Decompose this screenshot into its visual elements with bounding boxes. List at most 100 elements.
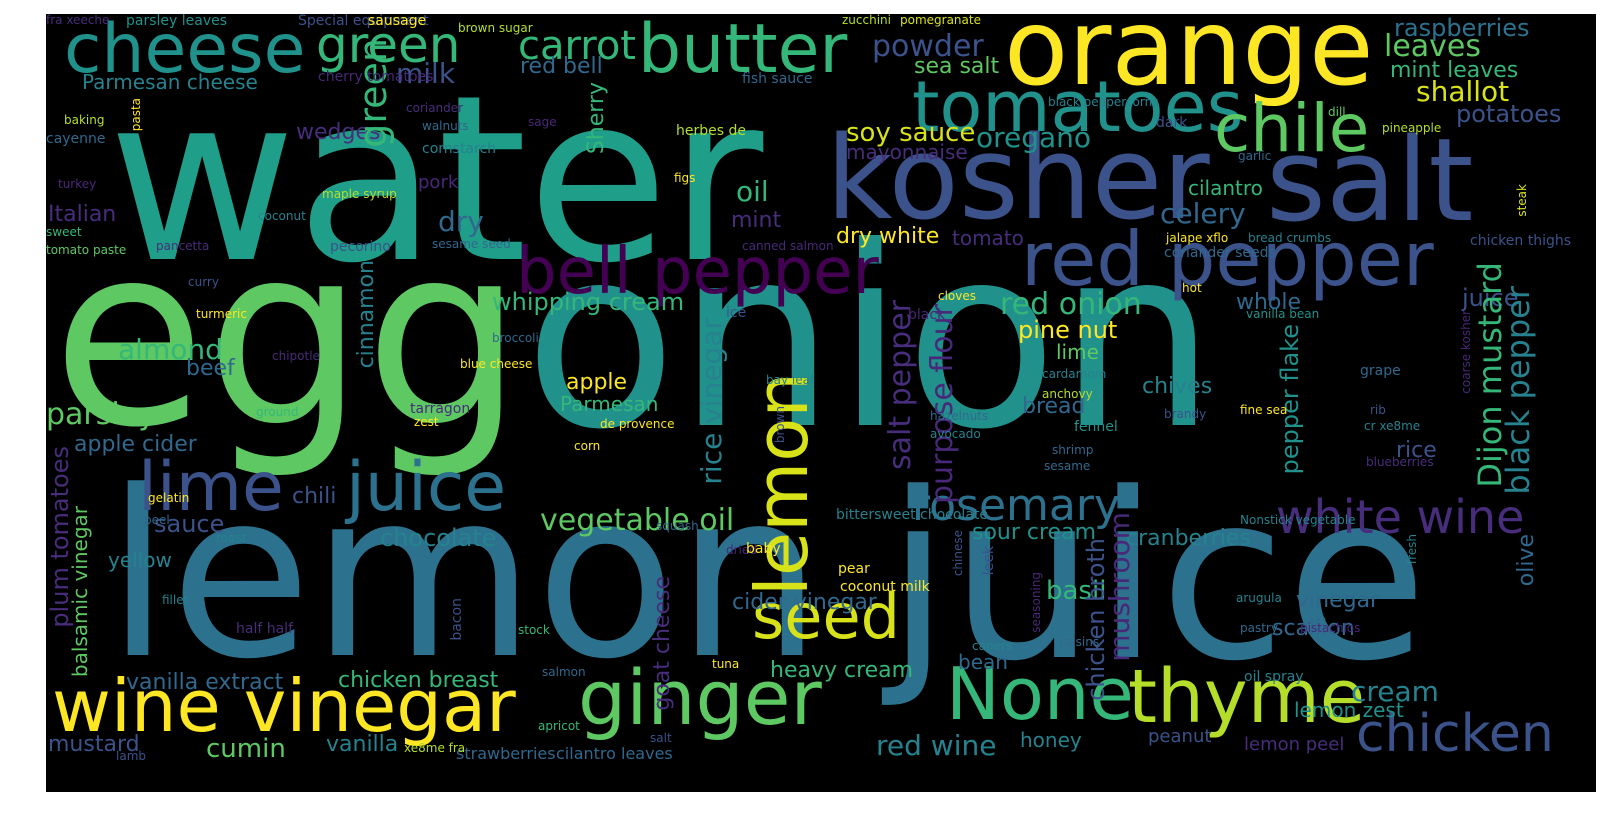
word-xe8me-fra: xe8me fra: [404, 741, 466, 755]
word-blueberries: blueberries: [1366, 455, 1434, 469]
word-baby: baby: [746, 541, 781, 557]
word-hazelnuts: hazelnuts: [930, 409, 989, 423]
word-peel: peel: [144, 513, 170, 527]
word-baking: baking: [64, 113, 105, 127]
word-parmesan: Parmesan: [560, 392, 659, 416]
word-pancetta: pancetta: [156, 239, 210, 253]
word-stock: stock: [518, 623, 550, 637]
word-seed: seed: [752, 580, 900, 653]
word-wedges: wedges: [296, 120, 381, 145]
word-tomato-paste: tomato paste: [46, 243, 127, 257]
word-brandy: brandy: [1164, 407, 1207, 421]
word-tomatoes: tomatoes: [912, 66, 1244, 148]
word-corn: corn: [574, 439, 601, 453]
word-pecorino: pecorino: [330, 239, 391, 255]
word-chipotle: chipotle: [272, 349, 320, 363]
word-bean: bean: [958, 650, 1008, 674]
word-cornstarch: cornstarch: [422, 141, 497, 157]
word-sauce: sauce: [154, 510, 225, 538]
word-apple: apple: [566, 370, 628, 395]
word-shrimp: shrimp: [1052, 443, 1094, 457]
word-lemon-peel: lemon peel: [1244, 734, 1345, 755]
word-coarse-kosher: coarse kosher: [1459, 310, 1473, 394]
word-lemon-zest: lemon zest: [1294, 698, 1404, 722]
word-pineapple: pineapple: [1382, 121, 1442, 135]
word-cumin: cumin: [206, 734, 286, 764]
word-butter: butter: [638, 14, 848, 89]
word-jalape-xflo: jalape xflo: [1166, 231, 1229, 245]
word-goat-cheese: goat cheese: [650, 576, 675, 711]
word-anchovy: anchovy: [1042, 387, 1093, 401]
word-steak: steak: [1515, 184, 1529, 217]
word-coconut-milk: coconut milk: [840, 579, 930, 595]
word-chicken-breast: chicken breast: [338, 668, 499, 693]
word-dark: dark: [1156, 115, 1188, 131]
word-juice: juice: [886, 445, 1428, 712]
word-dry-white: dry white: [836, 224, 940, 249]
word-brown-sugar: brown sugar: [458, 21, 533, 35]
word-onion: onion: [524, 193, 1217, 484]
word-ground: ground: [256, 405, 299, 419]
word-chinese: chinese: [951, 530, 965, 577]
word-sweet: sweet: [46, 225, 82, 239]
word-pear: pear: [838, 561, 870, 577]
word-lamb: lamb: [116, 749, 146, 763]
word-scallion: scallion: [1272, 616, 1355, 641]
word-cloves: cloves: [938, 289, 977, 303]
word-zest: zest: [414, 415, 439, 429]
word-lime: lime: [138, 448, 284, 527]
word-basil: basil: [1046, 576, 1107, 606]
word-powder: powder: [872, 29, 984, 64]
word-celery: celery: [1160, 197, 1246, 230]
word-sesame: sesame: [1044, 459, 1091, 473]
word-half-half: half half: [236, 621, 293, 637]
word-red-pepper: red pepper: [1021, 215, 1434, 303]
word-sherry: Sherry: [584, 82, 609, 155]
word-coriander: coriander: [406, 101, 464, 115]
word-blue-cheese: blue cheese: [460, 357, 533, 371]
word-dried: dried: [726, 543, 757, 557]
word-olive: olive: [1514, 534, 1539, 587]
word-ice: ice: [726, 305, 747, 321]
word-red-onion: red onion: [1000, 287, 1142, 322]
word-garlic: garlic: [1238, 149, 1272, 163]
word-lemon: lemon: [106, 443, 822, 710]
word-pomegranate: pomegranate: [900, 14, 981, 27]
word-cheese: cheese: [64, 14, 306, 89]
word-oil-spray: oil spray: [1244, 669, 1304, 685]
word-cilantro-leaves: cilantro leaves: [556, 744, 673, 763]
word-cream: cream: [1351, 675, 1439, 708]
word-red-bell: red bell: [520, 54, 603, 79]
word-mint-leaves: mint leaves: [1390, 58, 1519, 83]
word-pepper-flake: pepper flake: [1276, 324, 1304, 475]
word-bread: bread: [1022, 394, 1086, 419]
word-almond: almond: [118, 333, 223, 366]
word-broccoli: broccoli: [492, 331, 539, 345]
word-leek: leek: [981, 546, 997, 576]
word-de-provence: de provence: [600, 417, 675, 431]
word-turkey: turkey: [58, 177, 97, 191]
word-coconut: coconut: [258, 209, 306, 223]
word-soy-sauce: soy sauce: [846, 118, 976, 148]
word-cranberries: cranberries: [1126, 526, 1251, 551]
word-salt: salt: [1266, 114, 1474, 248]
word-mushroom: mushroom: [1103, 512, 1136, 662]
word-fresh: fresh: [1405, 534, 1419, 565]
word-fish-sauce: fish sauce: [742, 71, 813, 87]
word-vinegar: vinegar: [1296, 588, 1380, 613]
word-cider-vinegar: cider vinegar: [732, 590, 877, 615]
word-fra-xeeche: fra xeeche: [46, 14, 110, 27]
word-tomato: tomato: [952, 226, 1024, 250]
word-chile: chile: [1214, 90, 1370, 167]
word-egg: egg: [52, 191, 524, 482]
word-juice: juice: [1462, 284, 1519, 312]
word-roast: roast: [216, 531, 247, 545]
word-green: green: [316, 16, 461, 74]
word-ginger: ginger: [578, 653, 822, 742]
word-green: green: [351, 38, 395, 148]
word-black: black: [908, 307, 946, 323]
word-thyme: thyme: [1128, 654, 1366, 740]
word-mint: mint: [731, 208, 782, 233]
word-salt-pepper: salt pepper: [883, 300, 918, 471]
word-rib: rib: [1370, 403, 1386, 417]
